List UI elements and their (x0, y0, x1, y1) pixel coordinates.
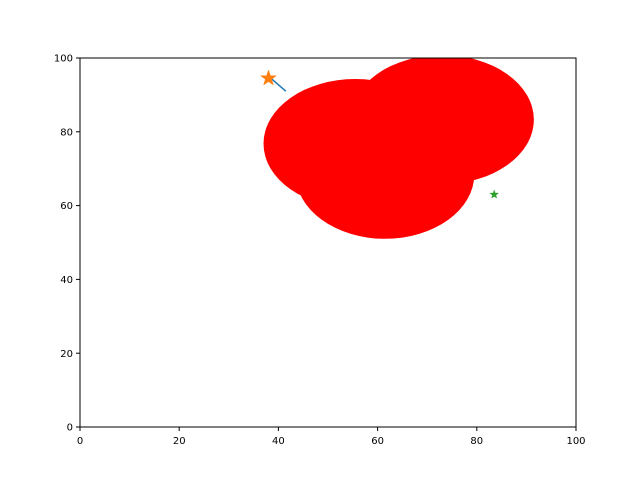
y-tick-label-4: 80 (60, 127, 73, 138)
x-axis: 0 20 40 60 80 100 (77, 427, 586, 447)
x-tick-label-5: 100 (566, 436, 585, 447)
y-tick-label-0: 0 (67, 423, 73, 434)
ellipse-3 (350, 58, 534, 185)
y-tick-label-2: 40 (60, 275, 73, 286)
y-tick-label-3: 60 (60, 201, 73, 212)
series-line (270, 77, 287, 92)
y-tick-label-1: 20 (60, 349, 73, 360)
x-tick-label-4: 80 (470, 436, 483, 447)
star-marker-1 (260, 70, 277, 86)
x-tick-label-0: 0 (77, 436, 83, 447)
plot-frame (79, 57, 577, 428)
x-tick-label-3: 60 (371, 436, 384, 447)
star-marker-2 (489, 190, 499, 199)
x-tick-label-2: 40 (272, 436, 285, 447)
y-tick-label-5: 100 (54, 54, 73, 65)
x-tick-label-1: 20 (173, 436, 186, 447)
y-axis: 0 20 40 60 80 100 (54, 54, 80, 434)
